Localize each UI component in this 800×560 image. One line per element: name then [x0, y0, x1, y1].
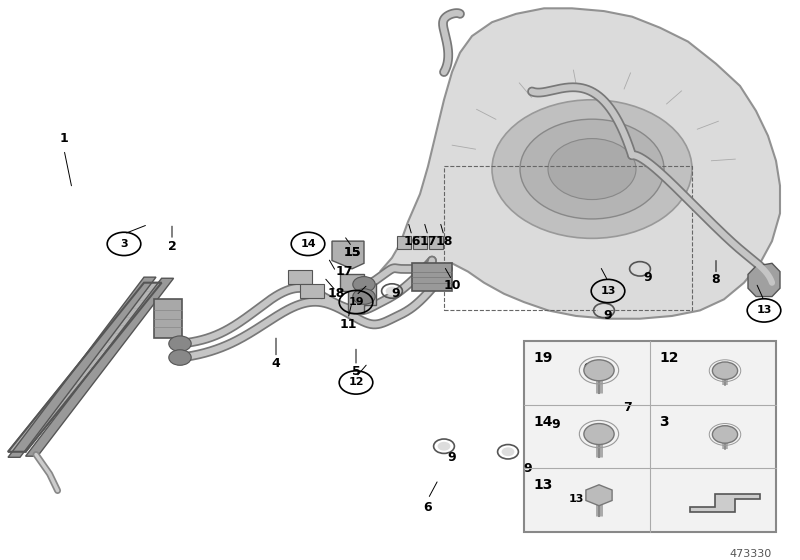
Circle shape — [169, 350, 191, 365]
Text: 11: 11 — [339, 318, 357, 331]
Text: 19: 19 — [534, 351, 553, 365]
FancyBboxPatch shape — [300, 284, 324, 298]
Polygon shape — [26, 278, 174, 456]
Circle shape — [598, 306, 610, 315]
Circle shape — [438, 442, 450, 451]
Text: 13: 13 — [756, 305, 772, 315]
FancyBboxPatch shape — [429, 236, 443, 249]
Circle shape — [570, 358, 582, 367]
Text: 9: 9 — [584, 362, 592, 375]
Polygon shape — [8, 277, 156, 458]
Circle shape — [584, 423, 614, 445]
Text: 19: 19 — [348, 297, 364, 307]
Text: 13: 13 — [534, 478, 553, 492]
Text: 3: 3 — [120, 239, 128, 249]
FancyBboxPatch shape — [154, 300, 182, 338]
Text: 3: 3 — [659, 414, 670, 428]
Polygon shape — [340, 274, 376, 313]
Text: 12: 12 — [659, 351, 679, 365]
Text: 12: 12 — [348, 377, 364, 388]
Text: 473330: 473330 — [730, 549, 772, 559]
Text: 6: 6 — [424, 501, 432, 514]
Text: 16: 16 — [403, 235, 421, 248]
Text: 14: 14 — [534, 414, 553, 428]
Text: 15: 15 — [343, 246, 361, 259]
Circle shape — [634, 264, 646, 273]
Text: 9: 9 — [524, 462, 532, 475]
Text: 4: 4 — [272, 357, 280, 370]
FancyBboxPatch shape — [413, 236, 427, 249]
Polygon shape — [690, 494, 760, 512]
Text: 9: 9 — [604, 310, 612, 323]
Circle shape — [712, 426, 738, 443]
Circle shape — [712, 362, 738, 380]
Circle shape — [520, 119, 664, 219]
Text: 10: 10 — [443, 279, 461, 292]
FancyBboxPatch shape — [412, 263, 452, 291]
Circle shape — [169, 336, 191, 352]
Text: 8: 8 — [712, 273, 720, 286]
Text: 9: 9 — [552, 418, 560, 431]
Text: 18: 18 — [327, 287, 345, 300]
Circle shape — [492, 100, 692, 239]
Polygon shape — [8, 283, 162, 452]
FancyBboxPatch shape — [397, 236, 411, 249]
Circle shape — [353, 277, 375, 292]
FancyBboxPatch shape — [524, 341, 776, 532]
Circle shape — [584, 360, 614, 381]
Text: 9: 9 — [644, 270, 652, 284]
Text: 9: 9 — [392, 287, 400, 300]
Text: 2: 2 — [168, 240, 176, 253]
Text: 18: 18 — [435, 235, 453, 248]
Text: 7: 7 — [624, 401, 632, 414]
Circle shape — [548, 138, 636, 199]
Circle shape — [386, 287, 398, 296]
Text: 17: 17 — [335, 265, 353, 278]
Circle shape — [538, 414, 550, 423]
Circle shape — [502, 447, 514, 456]
Text: 9: 9 — [448, 451, 456, 464]
Text: 1: 1 — [60, 132, 68, 145]
Text: 13: 13 — [568, 494, 584, 504]
Polygon shape — [380, 8, 780, 319]
Text: 5: 5 — [352, 365, 360, 378]
Text: 17: 17 — [419, 235, 437, 248]
Text: 13: 13 — [600, 286, 616, 296]
Polygon shape — [8, 283, 162, 452]
Polygon shape — [332, 241, 364, 269]
Polygon shape — [748, 263, 780, 297]
Text: 15: 15 — [343, 246, 361, 259]
Text: 14: 14 — [300, 239, 316, 249]
FancyBboxPatch shape — [288, 270, 312, 284]
Polygon shape — [586, 485, 612, 506]
Circle shape — [353, 289, 375, 304]
